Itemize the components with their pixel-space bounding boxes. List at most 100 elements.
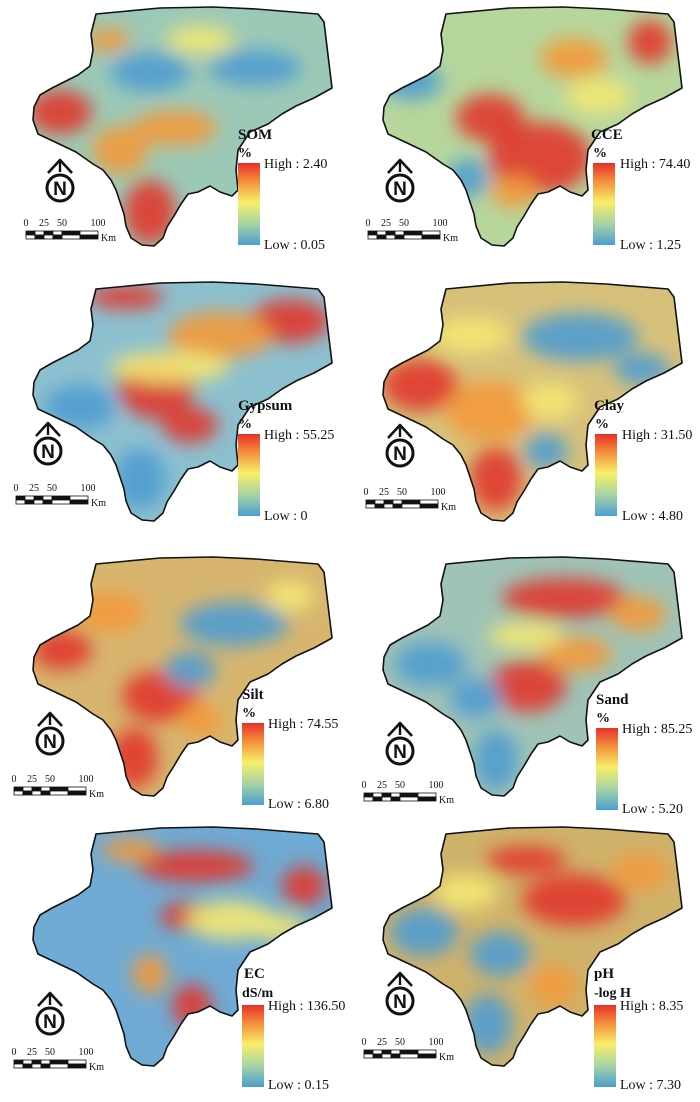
scale-tick-label: 25 (381, 218, 391, 229)
legend-high-label: High : 55.25 (264, 428, 335, 443)
raster-patch (524, 433, 568, 469)
unit-label: % (593, 146, 607, 161)
scale-tick-label: 100 (81, 483, 96, 494)
scale-tick-label: 25 (29, 483, 39, 494)
raster-patch (470, 447, 522, 511)
raster-patch (612, 854, 668, 890)
map-panel-silt: Silt % High : 74.55 Low : 6.80 N 0 25 50 10… (0, 550, 350, 820)
north-letter: N (393, 179, 407, 200)
scale-tick-label: 50 (395, 780, 405, 791)
variable-title: Sand (596, 692, 629, 708)
raster-patch (474, 730, 518, 790)
variable-title: EC (244, 966, 265, 982)
north-arrow-icon: N (385, 721, 415, 766)
scale-tick-label: 25 (27, 774, 37, 785)
raster-patch (522, 383, 578, 419)
raster-patch (450, 678, 502, 718)
raster-patch (162, 407, 218, 443)
scale-tick-label: 25 (377, 1037, 387, 1048)
scale-unit-label: Km (101, 233, 116, 244)
legend-high-label: High : 74.55 (268, 717, 339, 732)
legend-color-ramp (595, 434, 617, 516)
scale-unit-label: Km (91, 498, 106, 509)
province-boundary (32, 826, 333, 1067)
north-arrow-icon: N (385, 158, 415, 203)
raster-patch (610, 596, 666, 632)
scale-unit-label: Km (439, 795, 454, 806)
variable-title: Gypsum (238, 398, 293, 414)
unit-label: dS/m (242, 986, 274, 1001)
map-panel-cce: CCE % High : 74.40 Low : 1.25 N 0 25 50 100… (350, 0, 700, 270)
raster-patch (88, 285, 164, 309)
raster-patch (470, 932, 530, 976)
legend-high-label: High : 136.50 (268, 999, 346, 1014)
unit-label: % (242, 706, 256, 721)
scale-bar: 0 25 50 100 Km (362, 1037, 455, 1063)
scale-tick-label: 25 (39, 218, 49, 229)
scale-tick-label: 50 (47, 483, 57, 494)
raster-patch (76, 592, 144, 632)
legend-color-ramp (594, 1005, 616, 1087)
north-letter: N (393, 992, 407, 1013)
north-letter: N (43, 732, 57, 753)
raster-patch (180, 602, 288, 646)
raster-patch (110, 351, 230, 383)
province-map (382, 556, 683, 797)
scale-tick-label: 0 (12, 1047, 17, 1058)
north-letter: N (41, 442, 55, 463)
scale-bar: 0 25 50 100 Km (14, 483, 107, 509)
province-map (32, 556, 333, 797)
raster-patch (114, 449, 166, 509)
variable-title: pH (594, 966, 615, 982)
raster-patch (168, 311, 272, 359)
legend-color-ramp (238, 434, 260, 516)
variable-title: Clay (594, 398, 624, 414)
scale-tick-label: 50 (45, 1047, 55, 1058)
scale-tick-label: 100 (91, 218, 106, 229)
raster-patch (133, 110, 217, 146)
north-arrow-icon: N (35, 991, 65, 1036)
legend-low-label: Low : 6.80 (268, 797, 330, 812)
scale-tick-label: 50 (397, 487, 407, 498)
scale-bar: 0 25 50 100 Km (366, 218, 459, 244)
scale-tick-label: 25 (27, 1047, 37, 1058)
raster-patch (138, 850, 254, 882)
raster-patch (488, 622, 564, 650)
map-panel-sand: Sand % High : 85.25 Low : 5.20 N 0 25 50 10… (350, 550, 700, 820)
map-panel-ph: pH -log H High : 8.35 Low : 7.30 N 0 25 50… (350, 820, 700, 1093)
legend-color-ramp (242, 723, 264, 805)
scale-tick-label: 50 (45, 774, 55, 785)
scale-tick-label: 100 (79, 1047, 94, 1058)
variable-title: CCE (591, 127, 623, 143)
legend-low-label: Low : 0 (264, 509, 308, 524)
scale-tick-label: 100 (431, 487, 446, 498)
raster-patch (522, 313, 638, 361)
province-map (32, 826, 333, 1067)
scale-unit-label: Km (439, 1052, 454, 1063)
legend-color-ramp (242, 1005, 264, 1087)
raster-patch (164, 652, 216, 688)
legend-low-label: Low : 7.30 (620, 1078, 682, 1093)
legend-high-label: High : 74.40 (620, 157, 691, 172)
legend-low-label: Low : 0.05 (264, 238, 326, 253)
raster-patch (490, 176, 538, 208)
map-panel-clay: Clay % High : 31.50 Low : 4.80 N 0 25 50 10… (350, 275, 700, 545)
raster-patch (110, 52, 190, 92)
raster-patch (209, 50, 301, 86)
raster-patch (44, 385, 116, 429)
legend-low-label: Low : 1.25 (620, 238, 682, 253)
raster-patch (434, 874, 498, 910)
raster-patch (266, 580, 314, 612)
scale-tick-label: 0 (364, 487, 369, 498)
scale-bar: 0 25 50 100 Km (12, 1047, 105, 1073)
legend-high-label: High : 2.40 (264, 157, 328, 172)
scale-tick-label: 0 (14, 483, 19, 494)
unit-label: % (238, 146, 252, 161)
raster-patch (166, 26, 234, 54)
province-map (382, 826, 683, 1067)
map-panel-som: SOM % High : 2.40 Low : 0.05 N 0 25 50 100 K… (0, 0, 350, 270)
raster-patch (490, 660, 566, 712)
scale-tick-label: 100 (433, 218, 448, 229)
province-map (382, 6, 683, 247)
unit-label: % (238, 417, 252, 432)
